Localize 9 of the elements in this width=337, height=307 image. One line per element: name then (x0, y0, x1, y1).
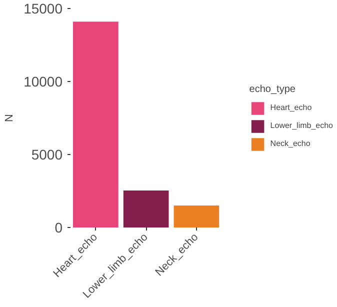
y-axis-title: N (4, 114, 16, 122)
y-tick-label: 5000 (31, 146, 63, 162)
legend-label: Heart_echo (270, 102, 312, 114)
legend-title: echo_type (249, 84, 296, 94)
legend-label: Lower_limb_echo (270, 120, 333, 132)
y-tick-label: 0 (54, 220, 63, 236)
y-tick-label: 10000 (24, 74, 63, 90)
y-tick-label: 15000 (24, 0, 63, 16)
legend-label: Neck_echo (270, 138, 310, 150)
